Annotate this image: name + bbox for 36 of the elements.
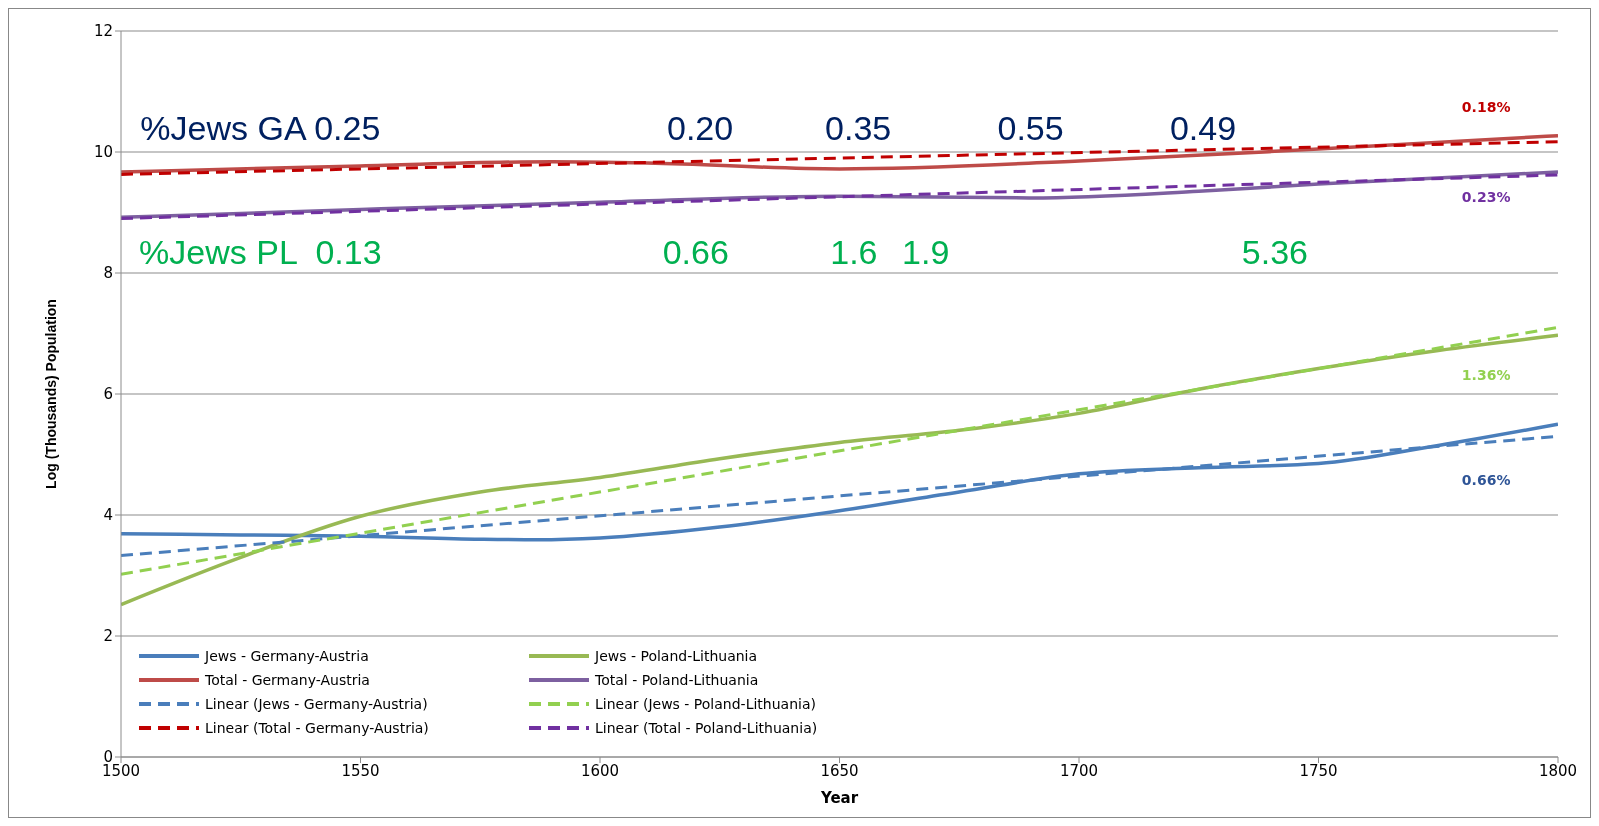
annotation: 1.9 [902,232,950,271]
x-tick-label: 1550 [341,761,380,780]
y-tick-label: 2 [103,627,113,646]
x-tick-label: 1600 [580,761,620,780]
annotation: 0.18% [1461,99,1511,116]
annotation: 0.55 [997,108,1064,147]
y-tick-label: 12 [93,22,113,41]
legend-label: Linear (Jews - Germany-Austria) [205,696,428,712]
x-tick-label: 1700 [1059,761,1099,780]
y-tick-label: 8 [103,264,113,283]
legend-label: Linear (Total - Poland-Lithuania) [595,720,818,736]
annotation: 1.36% [1461,366,1511,383]
annotation: 0.66% [1461,472,1511,489]
legend-label: Linear (Jews - Poland-Lithuania) [595,696,816,712]
y-tick-label: 4 [103,506,113,525]
x-axis-title: Year [819,789,859,807]
annotation: 0.35 [825,108,892,147]
legend-label: Total - Germany-Austria [205,672,370,688]
legend-label: Jews - Germany-Austria [205,648,369,664]
y-tick-label: 6 [103,385,113,404]
annotation: %Jews GA 0.25 [140,108,381,147]
annotation: %Jews PL 0.13 [139,232,382,271]
x-tick-label: 1800 [1538,761,1578,780]
annotation: 0.23% [1461,188,1511,205]
annotation: 0.66 [662,232,729,271]
annotation: 5.36 [1241,232,1308,271]
x-tick-label: 1750 [1299,761,1338,780]
legend-label: Jews - Poland-Lithuania [595,648,758,664]
x-tick-label: 1650 [820,761,859,780]
annotation: 0.49 [1169,108,1237,147]
annotation: 0.20 [667,108,734,147]
annotation: 1.6 [830,232,878,271]
legend-label: Linear (Total - Germany-Austria) [205,720,429,736]
y-tick-label: 10 [93,143,113,162]
y-axis-title: Log (Thousands) Population [42,299,59,489]
legend-label: Total - Poland-Lithuania [595,672,759,688]
